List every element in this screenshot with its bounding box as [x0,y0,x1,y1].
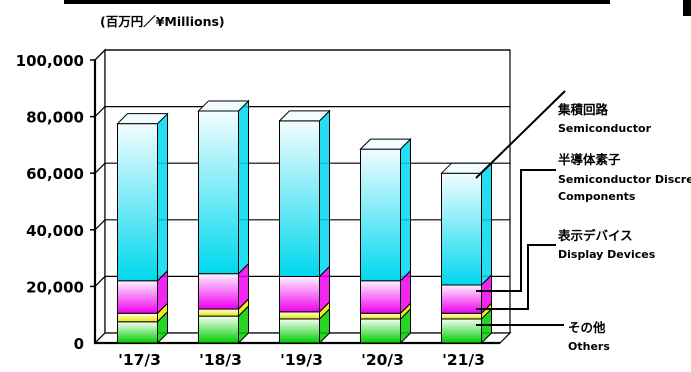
legend: 集積回路 Semiconductor 半導体素子 Semiconductor D… [557,102,691,353]
bar-top [116,113,169,125]
bar-segment-side [238,99,249,275]
bar-segment [198,315,239,344]
bar-stack [116,112,169,345]
bar-segment [441,284,482,314]
y-tick-label: 100,000 [16,52,84,70]
bar-segment [360,318,401,344]
legend-ja-others: その他 [568,320,606,335]
bar-segment [360,312,401,320]
grid-line [94,49,510,61]
legend-en-display: Display Devices [558,248,656,261]
legend-en-discrete-2: Components [558,190,636,203]
grid-line [94,105,510,118]
y-tick-label: 0 [74,335,84,353]
side-wall [94,48,106,345]
y-axis-ticks: 0 20,000 40,000 60,000 80,000 100,000 [16,52,84,353]
bar-segment-side [157,112,168,282]
header-bar-right [683,0,691,16]
legend-en-others: Others [568,340,610,353]
bar-segment [441,312,482,320]
bar-stack [440,161,493,345]
legend-en-semiconductor: Semiconductor [558,122,652,135]
bar-segment [441,318,482,344]
bar-stack [278,109,331,345]
bar-top [359,138,412,150]
leader-display [476,244,556,310]
y-tick-label: 80,000 [26,109,84,127]
bar-segment [117,312,158,323]
bar-stack [197,99,250,345]
bar-segment-side [319,109,330,278]
bar-segment [441,172,482,286]
x-tick-label: '17/3 [118,351,161,369]
leader-discrete [476,169,556,292]
bar-segment [279,275,320,313]
bar-segment [198,110,239,275]
legend-ja-display: 表示デバイス [557,228,633,243]
bar-segment [117,123,158,282]
legend-ja-semiconductor: 集積回路 [557,102,609,117]
bar-stack [359,137,412,345]
leader-semiconductor [475,90,566,179]
bar-segment [279,120,320,277]
legend-ja-discrete: 半導体素子 [558,152,621,167]
x-tick-label: '19/3 [280,351,323,369]
bar-top [197,100,250,112]
y-tick-label: 20,000 [26,278,84,296]
bar-segment-side [400,137,411,282]
header-bar [64,0,610,4]
leader-lines [475,90,566,326]
bar-segment [117,280,158,314]
x-tick-label: '20/3 [361,351,404,369]
bar-segment [198,273,239,310]
x-tick-label: '21/3 [442,351,485,369]
bar-segment [279,318,320,344]
y-tick-label: 40,000 [26,222,84,240]
x-tick-label: '18/3 [199,351,242,369]
y-tick-label: 60,000 [26,165,84,183]
bar-segment [360,280,401,314]
x-axis-ticks: '17/3 '18/3 '19/3 '20/3 '21/3 [118,351,485,369]
bar-segment [198,308,239,317]
bar-segment [279,311,320,320]
unit-label: (百万円／¥Millions) [100,14,225,29]
bars [116,99,493,345]
bar-segment [360,148,401,282]
legend-en-discrete: Semiconductor Discrete [558,173,691,186]
bar-segment-side [481,161,492,287]
bar-top [278,110,331,122]
bar-segment [117,321,158,344]
